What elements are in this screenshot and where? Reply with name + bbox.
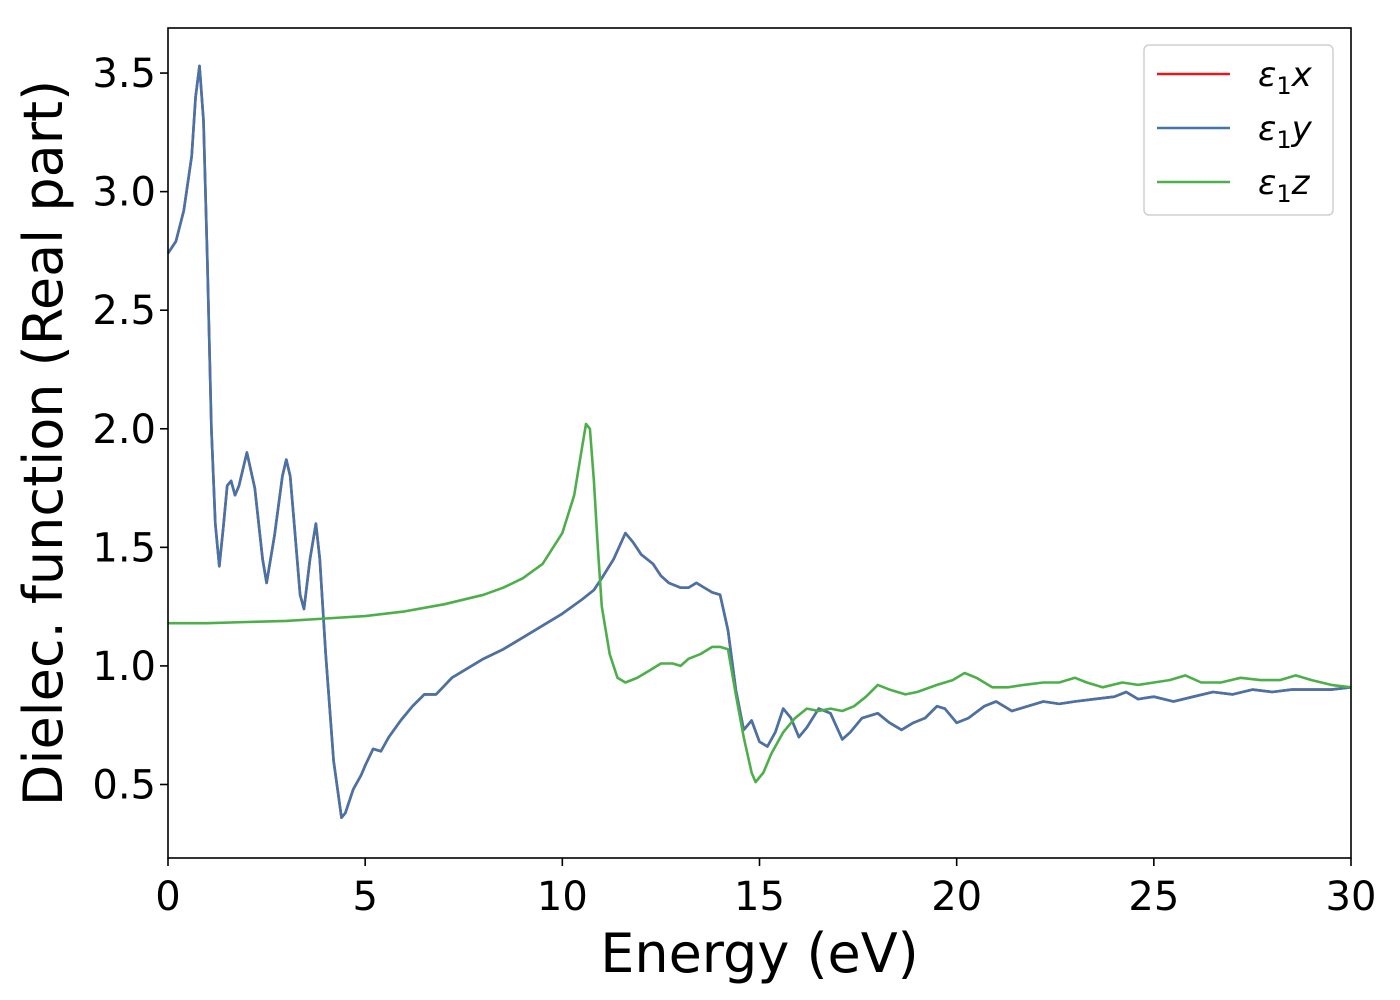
x-tick-label: 10: [537, 874, 588, 920]
legend-label-z: ε1z: [1258, 163, 1311, 208]
y-tick-label: 2.0: [92, 407, 156, 453]
y-tick-label: 1.0: [92, 644, 156, 690]
x-tick-label: 20: [931, 874, 982, 920]
legend-box: [1143, 44, 1334, 216]
y-tick-label: 3.5: [92, 51, 156, 97]
y-tick-label: 1.5: [92, 525, 156, 571]
x-tick-label: 25: [1128, 874, 1179, 920]
y-tick-label: 3.0: [92, 170, 156, 216]
y-tick-label: 0.5: [92, 762, 156, 808]
legend-label-y: ε1y: [1258, 109, 1313, 154]
series-layer: [166, 64, 1352, 819]
x-tick-label: 30: [1326, 874, 1377, 920]
x-tick-label: 15: [734, 874, 785, 920]
x-axis-title: Energy (eV): [600, 922, 919, 985]
y-axis: 0.5 1.0 1.5 2.0 2.5 3.0 3.5: [92, 51, 168, 808]
legend-label-x: ε1x: [1258, 55, 1313, 100]
series-line-y: [166, 64, 1352, 819]
x-axis: 0 5 10 15 20 25 30: [155, 858, 1376, 920]
legend: ε1x ε1y ε1z: [1143, 44, 1334, 216]
series-line-z: [168, 422, 1352, 784]
y-axis-title: Dielec. function (Real part): [12, 80, 75, 806]
x-tick-label: 5: [352, 874, 377, 920]
y-tick-label: 2.5: [92, 288, 156, 334]
x-tick-label: 0: [155, 874, 180, 920]
